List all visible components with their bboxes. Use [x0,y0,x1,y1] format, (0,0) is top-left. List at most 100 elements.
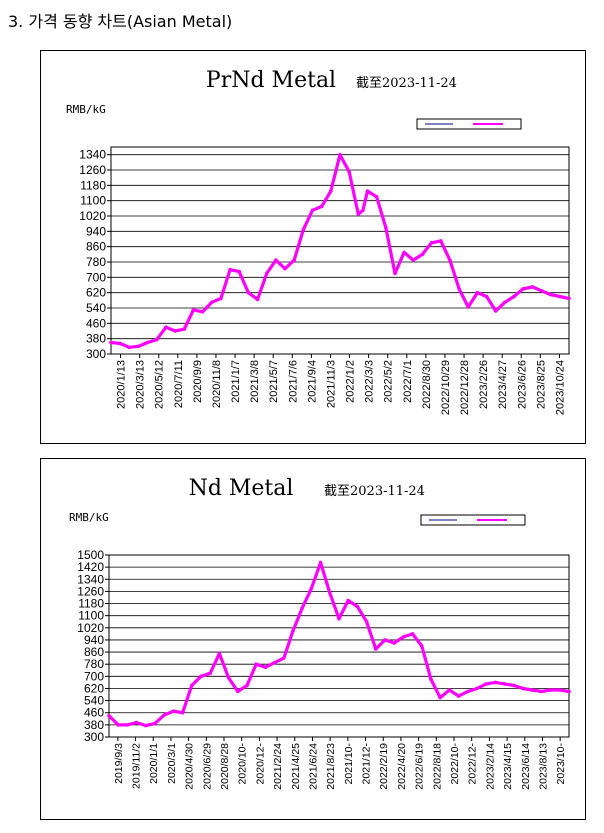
y-axis-label: RMB/kG [69,511,109,524]
x-tick-label-3: 2020/3/1 [166,743,178,784]
y-tick-label-5: 700 [84,669,104,683]
prnd-chart-panel: PrNd Metal 截至2023-11-24 RMB/kG 300 380 460… [40,50,586,444]
x-tick-label-21: 2023/2/14 [484,743,496,790]
y-tick-label-10: 1100 [80,194,106,208]
data-point-24 [329,189,333,193]
data-point-30 [383,638,387,642]
data-point-1 [118,341,122,346]
y-tick-label-11: 1180 [80,178,106,192]
data-point-44 [503,300,507,305]
y-tick-label-6: 780 [86,255,106,269]
data-point-23 [319,204,324,209]
legend [416,118,522,130]
data-point-19 [282,656,286,660]
data-point-16 [255,297,260,302]
x-tick-label-7: 2021/3/8 [249,360,261,403]
y-tick-label-7: 860 [86,240,106,254]
chart-title: PrNd Metal [206,68,336,93]
y-tick-label-4: 620 [84,681,104,695]
x-tick-label-17: 2022/6/19 [414,743,426,790]
data-point-26 [346,598,351,603]
x-tick-label-20: 2023/4/27 [497,360,509,409]
x-tick-label-10: 2021/9/4 [306,360,318,403]
x-tick-label-15: 2022/2/19 [378,743,390,790]
x-tick-label-8: 2020/12- [254,742,266,784]
data-point-35 [420,252,425,257]
data-point-41 [475,290,480,295]
data-point-28 [361,208,365,213]
data-point-16 [254,662,258,666]
data-point-2 [125,723,130,727]
data-point-11 [210,300,214,305]
plot-area [108,554,570,738]
legend-box [416,118,522,130]
data-point-19 [283,266,287,271]
data-point-39 [466,689,470,694]
data-point-45 [521,686,525,691]
y-tick-label-1: 380 [86,332,106,346]
data-point-32 [393,271,397,276]
data-point-36 [438,695,443,700]
x-tick-label-9: 2021/7/6 [287,360,299,403]
data-point-8 [182,327,187,331]
data-point-6 [162,713,166,717]
y-tick-label-14: 1420 [77,560,104,574]
x-tick-label-14: 2021/12- [361,742,373,784]
data-point-15 [246,290,251,295]
data-point-14 [237,269,241,274]
data-point-20 [292,258,296,262]
y-tick-label-9: 1020 [79,209,106,223]
data-point-2 [127,345,132,350]
data-point-38 [456,694,461,698]
data-point-27 [355,604,360,609]
data-point-17 [263,665,268,669]
x-tick-label-4: 2020/4/30 [184,743,196,790]
data-point-3 [134,720,139,725]
chart-subtitle: 截至2023-11-24 [324,484,425,499]
data-point-46 [521,287,525,291]
x-tick-label-16: 2022/4/20 [396,743,408,790]
y-tick-label-6: 780 [84,657,104,671]
data-point-49 [548,292,553,297]
nd-chart: Nd Metal 截至2023-11-24 RMB/kG 30038046054… [69,476,571,790]
data-point-41 [484,682,489,686]
y-tick-label-11: 1180 [78,597,104,611]
series-line [109,153,571,349]
x-tick-label-8: 2021/5/7 [268,360,280,403]
y-tick-label-13: 1340 [77,572,104,586]
data-point-12 [219,296,223,301]
data-point-20 [291,629,295,633]
data-point-4 [144,723,148,728]
data-point-43 [502,682,507,686]
data-point-37 [439,239,443,243]
data-point-10 [199,674,203,679]
x-tick-label-22: 2023/4/15 [502,743,514,790]
data-point-44 [512,683,516,688]
x-tick-label-21: 2023/6/26 [516,360,528,409]
y-tick-label-13: 1340 [79,148,106,162]
x-tick-label-16: 2022/8/30 [421,360,433,409]
x-tick-label-15: 2022/7/1 [402,360,414,403]
data-point-29 [365,189,370,193]
data-point-33 [410,632,415,636]
data-point-15 [245,683,249,688]
data-point-33 [402,250,406,255]
data-point-31 [384,225,388,230]
x-tick-label-23: 2023/6/14 [520,743,532,790]
data-point-26 [347,170,352,174]
x-tick-label-13: 2022/3/3 [364,360,376,403]
y-tick-label-8: 940 [86,224,106,238]
data-point-18 [274,258,278,262]
data-point-1 [116,723,120,727]
y-tick-label-12: 1260 [77,584,104,598]
data-point-12 [217,651,222,656]
data-point-29 [374,647,378,651]
data-point-42 [493,680,498,685]
x-tick-label-17: 2022/10/29 [440,360,452,415]
y-tick-label-8: 940 [84,633,104,647]
data-point-22 [309,586,314,591]
x-tick-label-22: 2023/8/25 [535,360,547,409]
x-tick-label-13: 2021/10- [343,742,355,784]
legend-box [420,514,526,526]
